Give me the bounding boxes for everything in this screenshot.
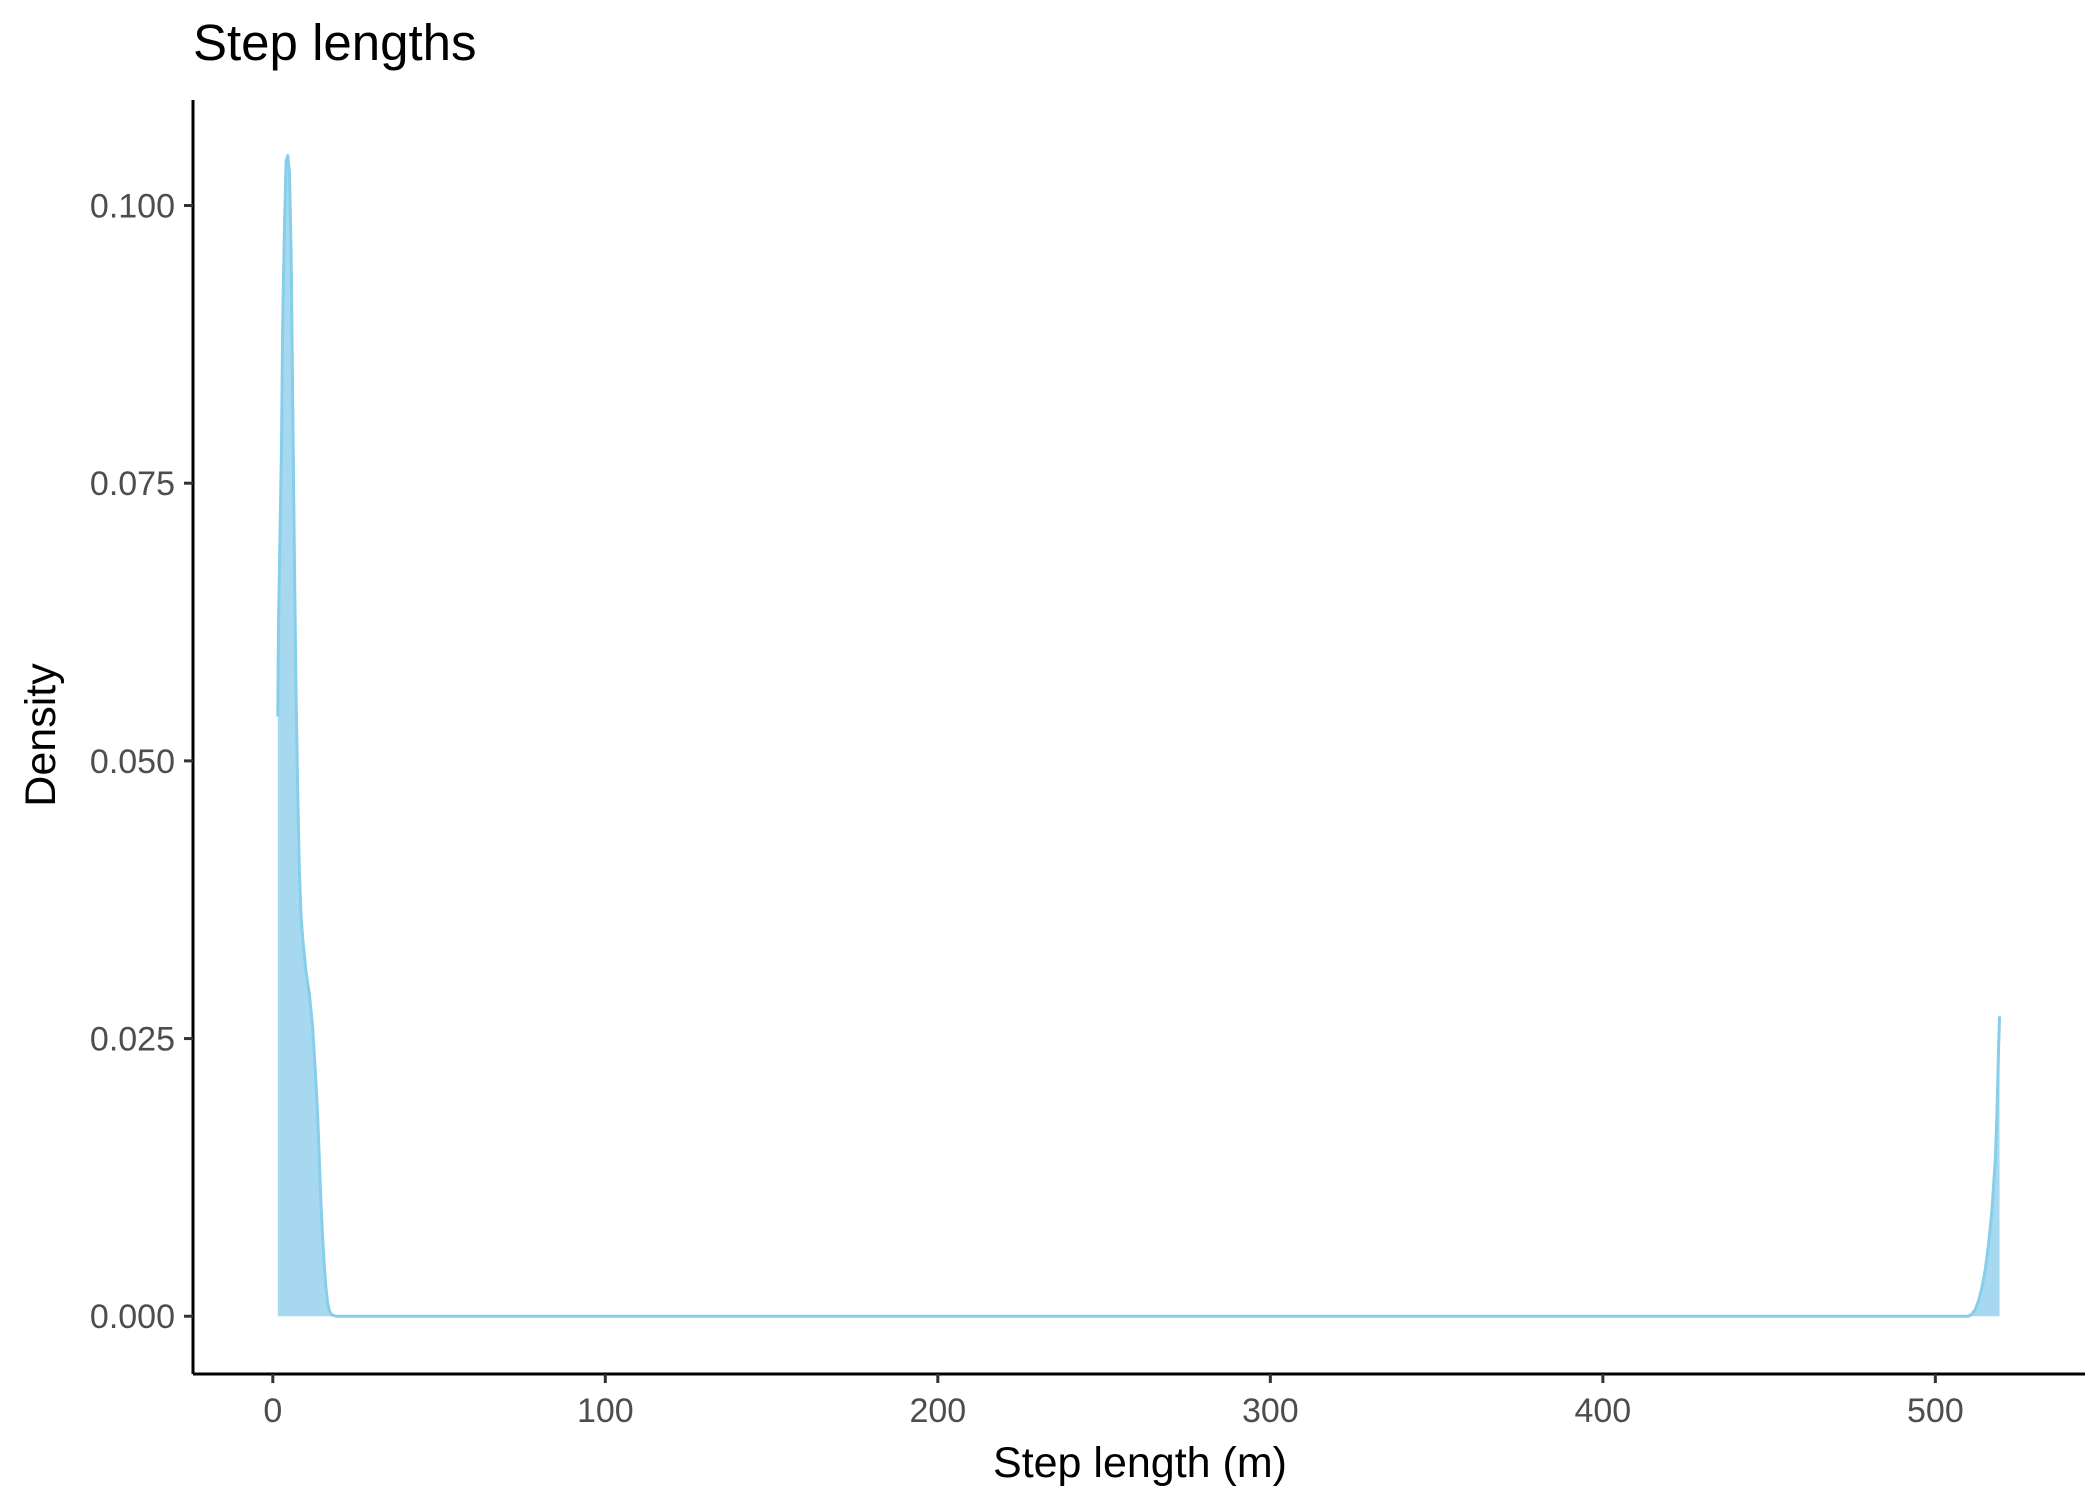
y-tick-label: 0.075 [90,465,175,503]
axes: 0.000 0.025 0.050 0.075 0.100 0 100 200 300 400 50… [90,100,2085,1430]
y-tick-label: 0.000 [90,1298,175,1336]
x-tick-label: 100 [577,1392,634,1430]
y-tick-label: 0.100 [90,188,175,226]
x-tick-label: 0 [263,1392,282,1430]
x-tick-label: 200 [909,1392,966,1430]
density-line [276,154,2002,1318]
x-axis-title: Step length (m) [993,1439,1287,1487]
x-tick-label: 300 [1242,1392,1299,1430]
plot-area [276,154,2002,1318]
chart-title: Step lengths [193,14,477,71]
density-area [277,155,2000,1317]
x-tick-label: 400 [1574,1392,1631,1430]
y-tick-label: 0.025 [90,1021,175,1059]
y-axis-title: Density [17,663,65,807]
y-tick-label: 0.050 [90,743,175,781]
x-tick-label: 500 [1907,1392,1964,1430]
